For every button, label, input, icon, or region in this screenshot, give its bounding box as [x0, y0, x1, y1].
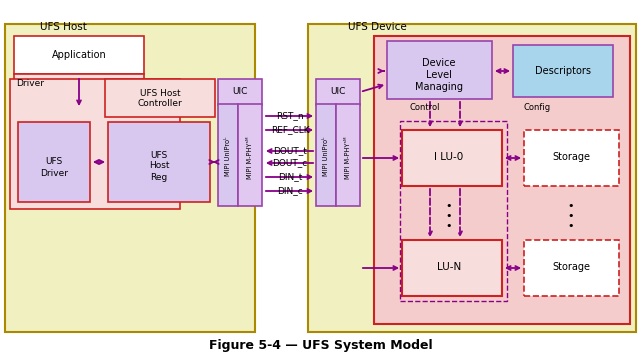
Text: MIPI UniProᴸ: MIPI UniProᴸ	[225, 136, 231, 176]
Text: UFS: UFS	[150, 150, 168, 160]
Text: UFS Host: UFS Host	[140, 88, 180, 97]
Text: Driver: Driver	[40, 170, 68, 178]
Bar	[374, 36, 630, 324]
Text: MIPI M-PHYˢᴹ: MIPI M-PHYˢᴹ	[247, 137, 253, 179]
Text: DOUT_t: DOUT_t	[273, 147, 307, 155]
Text: •: •	[446, 221, 452, 231]
Text: LU-N: LU-N	[437, 262, 461, 272]
Text: Managing: Managing	[415, 82, 463, 92]
Text: UFS: UFS	[46, 158, 63, 166]
Bar	[316, 104, 336, 206]
Text: •: •	[446, 201, 452, 211]
Bar	[5, 24, 255, 332]
Text: Application: Application	[51, 50, 107, 60]
Bar	[218, 79, 262, 105]
Bar	[105, 79, 215, 117]
Text: DIN_c: DIN_c	[277, 187, 303, 195]
Bar	[524, 240, 619, 296]
Bar	[400, 121, 507, 301]
Text: UIC: UIC	[331, 87, 345, 97]
Text: Host: Host	[149, 161, 169, 171]
Text: •: •	[568, 211, 574, 221]
Bar	[14, 74, 144, 104]
Text: UFS Device: UFS Device	[348, 22, 407, 32]
Text: Control: Control	[409, 103, 440, 112]
Bar	[18, 122, 90, 202]
Text: Controller: Controller	[137, 99, 182, 108]
Text: •: •	[568, 201, 574, 211]
Text: Figure 5-4 — UFS System Model: Figure 5-4 — UFS System Model	[209, 339, 433, 353]
Bar	[108, 122, 210, 202]
Text: I LU-0: I LU-0	[435, 152, 464, 162]
Bar	[387, 41, 492, 99]
Text: Storage: Storage	[552, 262, 590, 272]
Text: DOUT_c: DOUT_c	[272, 159, 308, 167]
Text: Driver: Driver	[16, 80, 44, 88]
Text: Level: Level	[426, 70, 452, 80]
Bar	[336, 104, 360, 206]
Text: •: •	[446, 211, 452, 221]
Bar	[402, 130, 502, 186]
Text: Descriptors: Descriptors	[535, 66, 591, 76]
Text: Storage: Storage	[552, 152, 590, 162]
Text: REF_CLK: REF_CLK	[271, 126, 309, 135]
Bar	[10, 79, 180, 209]
Bar	[402, 240, 502, 296]
Text: Config: Config	[524, 103, 551, 112]
Bar	[308, 24, 636, 332]
Text: DIN_t: DIN_t	[278, 172, 302, 182]
Text: UFS Host: UFS Host	[40, 22, 87, 32]
Bar	[238, 104, 262, 206]
Text: RST_n: RST_n	[276, 112, 304, 120]
Bar	[218, 104, 238, 206]
Text: •: •	[568, 221, 574, 231]
Text: MIPI M-PHYˢᴹ: MIPI M-PHYˢᴹ	[345, 137, 351, 179]
Bar	[513, 45, 613, 97]
Text: Reg: Reg	[150, 172, 168, 182]
Text: MIPI UniProᴸ: MIPI UniProᴸ	[323, 136, 329, 176]
Bar	[14, 36, 144, 74]
Text: UIC: UIC	[232, 87, 248, 97]
Text: Device: Device	[422, 58, 456, 68]
Bar	[316, 79, 360, 105]
Bar	[524, 130, 619, 186]
